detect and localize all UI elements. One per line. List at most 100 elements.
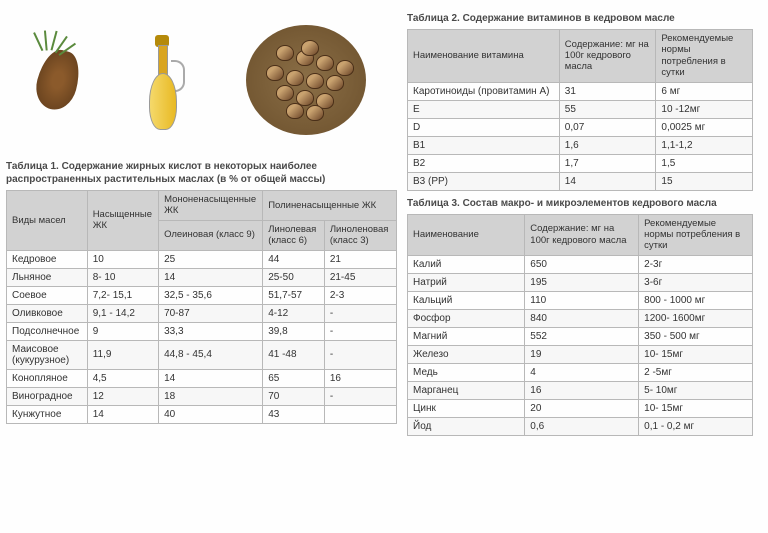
table-cell: 33,3 [159,322,263,340]
table-cell: 21 [324,250,396,268]
table-cell: 4 [525,363,639,381]
th-vitamin-content: Содержание: мг на 100г кедрового масла [559,30,656,83]
table-cell: Льняное [7,268,88,286]
th-vitamin-name: Наименование витамина [408,30,560,83]
table-cell: Оливковое [7,304,88,322]
table-cell: 16 [525,381,639,399]
table-cell: 70-87 [159,304,263,322]
table-cell: Марганец [408,381,525,399]
table-cell: D [408,118,560,136]
table-cell: 32,5 - 35,6 [159,286,263,304]
table-cell: - [324,322,396,340]
table-cell: 2 -5мг [639,363,753,381]
th-poly: Полиненасыщенные ЖК [263,191,397,221]
table-cell: 19 [525,345,639,363]
table-cell: 16 [324,369,396,387]
table-cell: Цинк [408,399,525,417]
table-cell: 12 [87,387,158,405]
table-cell: 14 [159,369,263,387]
table-cell: Каротиноиды (провитамин А) [408,82,560,100]
table-cell: 18 [159,387,263,405]
table-cell: 9,1 - 14,2 [87,304,158,322]
pinecone-icon [30,46,84,114]
table-cell: 650 [525,255,639,273]
illustration-area [6,6,397,154]
table-cell: 4-12 [263,304,325,322]
th-element-norm: Рекомендуемые нормы потребления в сутки [639,214,753,255]
table-cell: 1,6 [559,136,656,154]
table-cell: 10- 15мг [639,399,753,417]
table-cell: Кедровое [7,250,88,268]
table-cell: 350 - 500 мг [639,327,753,345]
table-cell: 25-50 [263,268,325,286]
table-cell: Виноградное [7,387,88,405]
th-linoleic: Линолевая (класс 6) [263,220,325,250]
table-cell: 9 [87,322,158,340]
table-cell: 39,8 [263,322,325,340]
table-cell: 44,8 - 45,4 [159,340,263,369]
table-cell: 2-3 [324,286,396,304]
table-cell: 21-45 [324,268,396,286]
table-cell: Маисовое (кукурузное) [7,340,88,369]
table2-vitamins: Наименование витамина Содержание: мг на … [407,29,753,191]
cedar-nuts-icon [246,25,366,135]
table-cell: 44 [263,250,325,268]
table-cell: - [324,340,396,369]
table-cell: 10- 15мг [639,345,753,363]
table-cell: 8- 10 [87,268,158,286]
table-cell: - [324,387,396,405]
table-cell: 14 [159,268,263,286]
table-cell: 552 [525,327,639,345]
table-cell: Медь [408,363,525,381]
table-cell: Магний [408,327,525,345]
table-cell: Калий [408,255,525,273]
table-cell: 14 [559,172,656,190]
table-cell: 5- 10мг [639,381,753,399]
table-cell: В3 (РР) [408,172,560,190]
table-cell: 40 [159,405,263,423]
table-cell: Железо [408,345,525,363]
table-cell: 15 [656,172,753,190]
table-cell: 3-6г [639,273,753,291]
th-vitamin-norm: Рекомендуемые нормы потребления в сутки [656,30,753,83]
table-cell: Кунжутное [7,405,88,423]
table-cell: Подсолнечное [7,322,88,340]
th-element-name: Наименование [408,214,525,255]
table-cell: 110 [525,291,639,309]
table-cell: 0,6 [525,417,639,435]
table-cell: 0,1 - 0,2 мг [639,417,753,435]
table-cell: В2 [408,154,560,172]
th-saturated: Насыщенные ЖК [87,191,158,251]
table3-title: Таблица 3. Состав макро- и микроэлементо… [407,197,753,210]
table-cell: Е [408,100,560,118]
table-cell: 0,0025 мг [656,118,753,136]
th-oil-types: Виды масел [7,191,88,251]
table3-elements: Наименование Содержание: мг на 100г кедр… [407,214,753,436]
th-mono: Мононенасыщенные ЖК [159,191,263,221]
table-cell: 7,2- 15,1 [87,286,158,304]
table-cell: Соевое [7,286,88,304]
oil-bottle-icon [141,30,183,130]
table-cell: 1,5 [656,154,753,172]
table-cell: 31 [559,82,656,100]
table-cell: 43 [263,405,325,423]
table-cell: Конопляное [7,369,88,387]
table-cell: В1 [408,136,560,154]
table-cell: 10 [87,250,158,268]
table-cell: 6 мг [656,82,753,100]
table-cell: Фосфор [408,309,525,327]
table-cell: 1,1-1,2 [656,136,753,154]
table-cell: 0,07 [559,118,656,136]
table-cell: - [324,304,396,322]
table-cell: 840 [525,309,639,327]
table-cell: 195 [525,273,639,291]
table-cell: Йод [408,417,525,435]
th-oleic: Олеиновая (класс 9) [159,220,263,250]
table-cell: 65 [263,369,325,387]
table2-title: Таблица 2. Содержание витаминов в кедров… [407,12,753,25]
table1-title: Таблица 1. Содержание жирных кислот в не… [6,160,397,186]
table-cell: 800 - 1000 мг [639,291,753,309]
table-cell: 70 [263,387,325,405]
th-linolenic: Линоленовая (класс 3) [324,220,396,250]
table-cell [324,405,396,423]
